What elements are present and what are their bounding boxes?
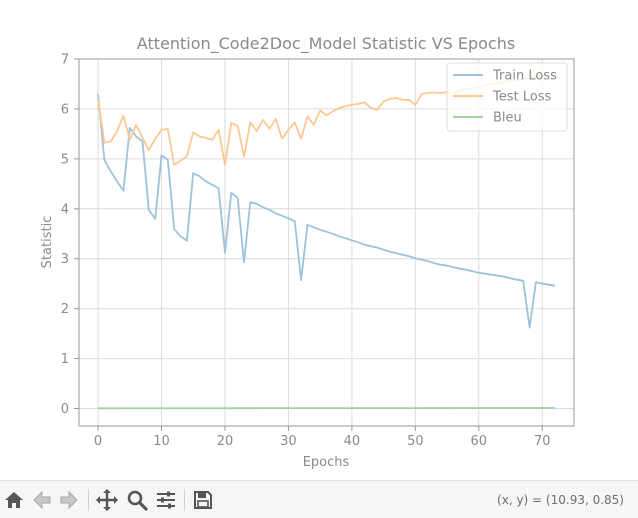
ticks: 0 10 20 30 40 50 60 70 0 1 2 3 4 5 6 7 (61, 53, 551, 450)
forward-button[interactable] (56, 487, 82, 513)
x-tick-label: 20 (217, 434, 234, 449)
zoom-button[interactable] (124, 487, 150, 513)
toolbar-separator (184, 489, 185, 511)
x-tick-label: 60 (471, 434, 488, 449)
x-tick-label: 0 (94, 434, 102, 449)
x-axis-label: Epochs (303, 455, 350, 470)
x-tick-label: 10 (153, 434, 170, 449)
toolbar-separator (88, 489, 89, 511)
move-icon (96, 489, 118, 511)
arrow-right-icon (60, 490, 78, 510)
y-tick-label: 0 (61, 402, 69, 417)
sliders-icon (157, 491, 175, 509)
legend-label: Train Loss (492, 69, 557, 84)
chart-title: Attention_Code2Doc_Model Statistic VS Ep… (137, 34, 515, 54)
x-tick-label: 50 (407, 434, 424, 449)
floppy-disk-icon (194, 491, 212, 509)
y-tick-label: 7 (61, 53, 69, 68)
back-button[interactable] (29, 487, 55, 513)
arrow-left-icon (33, 490, 51, 510)
y-tick-label: 3 (61, 252, 69, 267)
legend: Train Loss Test Loss Bleu (446, 62, 568, 132)
magnifier-icon (127, 490, 148, 511)
x-tick-label: 40 (344, 434, 361, 449)
coordinate-readout: (x, y) = (10.93, 0.85) (497, 493, 624, 507)
save-button[interactable] (190, 487, 216, 513)
x-tick-label: 70 (534, 434, 551, 449)
toolbar: (x, y) = (10.93, 0.85) (0, 480, 638, 518)
home-button[interactable] (1, 487, 27, 513)
legend-label: Bleu (493, 111, 522, 126)
configure-subplots-button[interactable] (153, 487, 179, 513)
y-tick-label: 2 (61, 302, 69, 317)
y-tick-label: 1 (61, 352, 69, 367)
chart: 0 10 20 30 40 50 60 70 0 1 2 3 4 5 6 7 Attention_Code2D… (40, 34, 575, 470)
legend-label: Test Loss (492, 90, 551, 105)
x-tick-label: 30 (280, 434, 297, 449)
plot-frame (78, 58, 575, 427)
legend-box (446, 62, 568, 132)
pan-button[interactable] (94, 487, 120, 513)
y-tick-label: 5 (61, 152, 69, 167)
y-axis-label: Statistic (40, 216, 55, 269)
figure: 0 10 20 30 40 50 60 70 0 1 2 3 4 5 6 7 Attention_Code2D… (40, 34, 575, 470)
y-tick-label: 6 (61, 102, 69, 117)
series-line-train-loss (97, 93, 556, 329)
home-icon (5, 492, 23, 508)
y-tick-label: 4 (61, 202, 69, 217)
